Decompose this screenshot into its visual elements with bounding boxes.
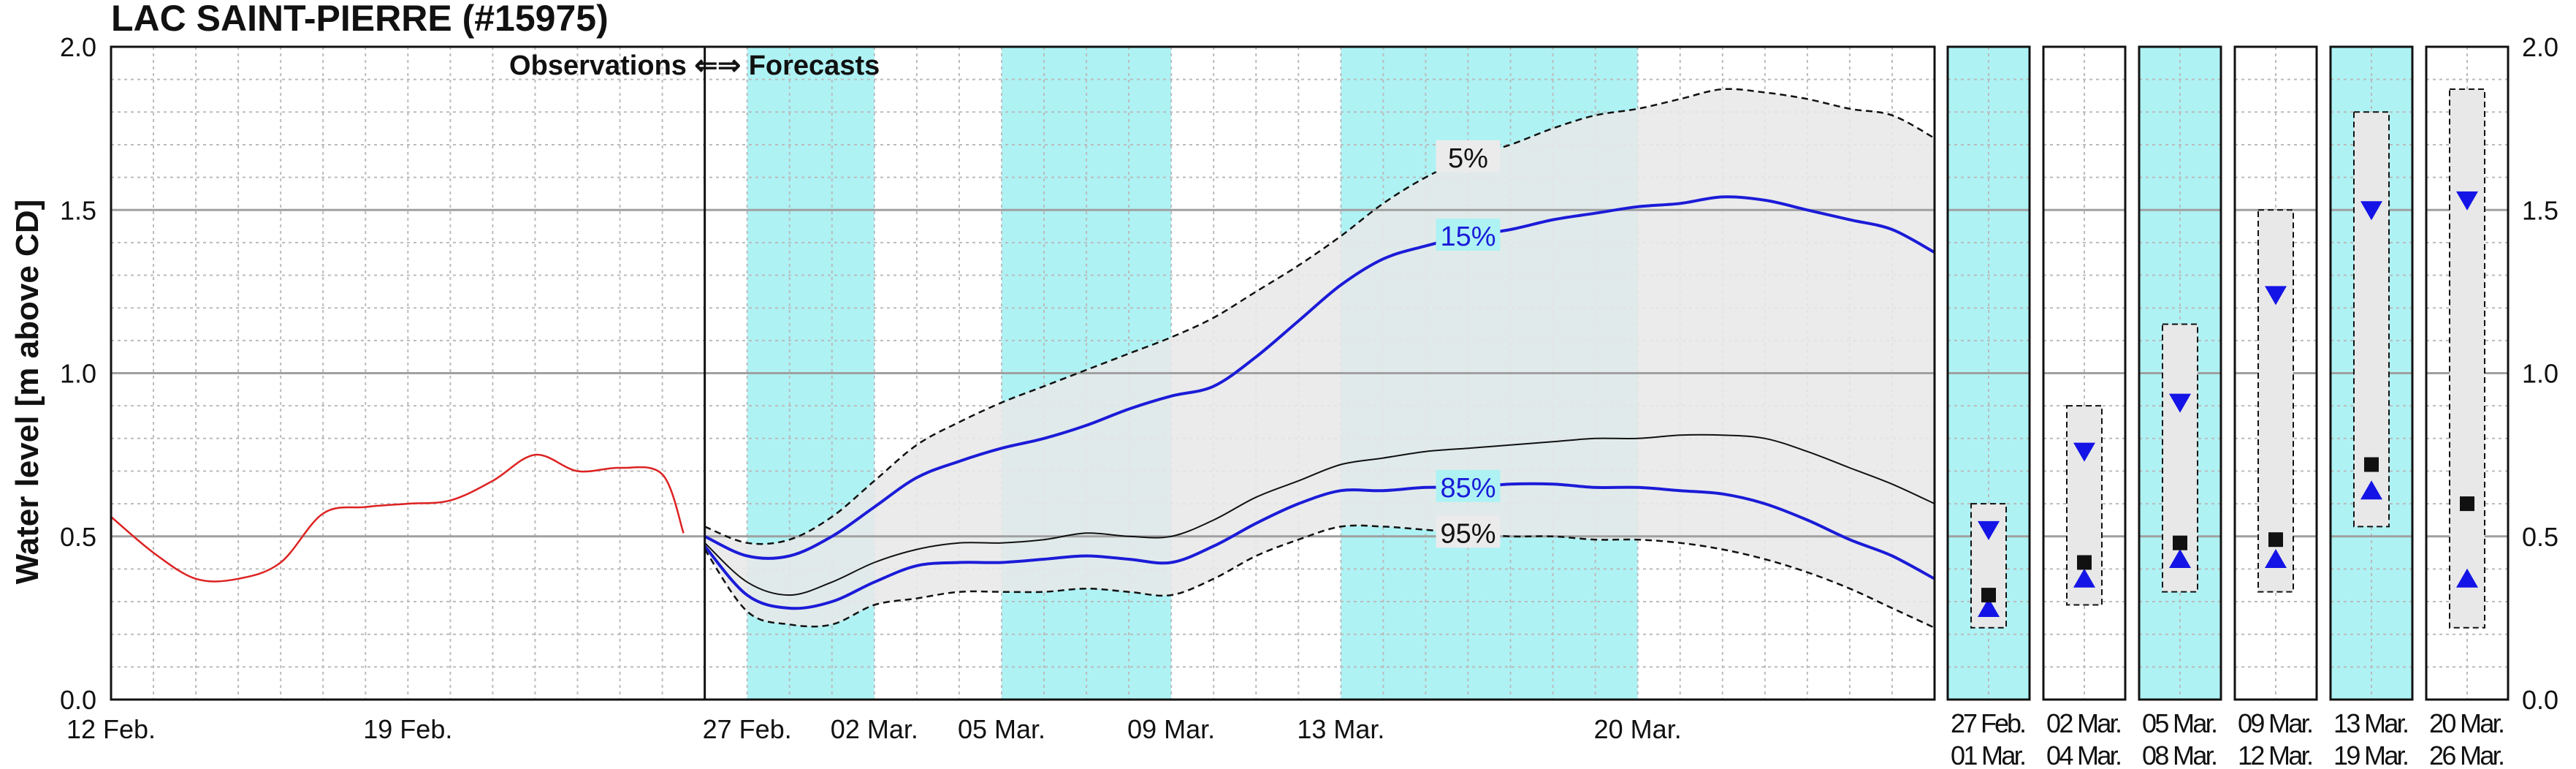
- series-line-15pct: [704, 195, 1935, 560]
- panel-marker-down-triangle: [2265, 286, 2287, 306]
- panel-label-end: 19 Mar.: [2333, 740, 2409, 769]
- panel-label-end: 01 Mar.: [1951, 740, 2027, 769]
- quantile-label-95pct: 95%: [1440, 518, 1495, 549]
- panel-marker-up-triangle: [2073, 568, 2095, 588]
- quantile-label-bg-3: [1436, 515, 1501, 548]
- series-line-85pct: [704, 482, 1935, 610]
- y-tick-label-right: 1.0: [2522, 359, 2558, 389]
- y-tick-label-right: 0.5: [2522, 522, 2558, 552]
- panel-frame: [2233, 45, 2318, 701]
- forecast-band: [704, 88, 1935, 628]
- panel-marker-up-triangle: [2456, 568, 2478, 588]
- panel-marker-down-triangle: [2360, 201, 2382, 221]
- weekly-panel: 09 Mar.12 Mar.: [2233, 45, 2318, 769]
- x-tick-label: 20 Mar.: [1594, 714, 1682, 744]
- y-tick-label-left: 1.0: [60, 359, 96, 389]
- plot-frame: [110, 45, 1936, 701]
- main-plot: 5% 15% 85% 95% Observations ⇐⇒ Forecasts: [110, 45, 1936, 701]
- panel-marker-up-triangle: [2360, 480, 2382, 500]
- weekly-panel: 05 Mar.08 Mar.: [2138, 45, 2222, 769]
- y-tick-label-left: 1.5: [60, 195, 96, 225]
- panel-label-start: 02 Mar.: [2046, 708, 2122, 738]
- panel-marker-up-triangle: [1978, 597, 2000, 617]
- panel-marker-square: [2364, 457, 2379, 472]
- panel-marker-down-triangle: [2456, 191, 2478, 211]
- panel-label-start: 27 Feb.: [1951, 708, 2027, 738]
- x-tick-label: 19 Feb.: [363, 714, 452, 744]
- y-tick-label-right: 2.0: [2522, 32, 2558, 62]
- panel-label-start: 13 Mar.: [2333, 708, 2409, 738]
- y-tick-label-left: 0.0: [60, 685, 96, 715]
- x-tick-label: 09 Mar.: [1127, 714, 1215, 744]
- weekly-panel: 20 Mar.26 Mar.: [2425, 45, 2510, 769]
- panel-frame: [2138, 45, 2222, 701]
- panel-label-end: 04 Mar.: [2046, 740, 2122, 769]
- panel-marker-square: [2460, 496, 2474, 512]
- panel-marker-up-triangle: [2169, 549, 2191, 569]
- x-tick-label: 12 Feb.: [66, 714, 156, 744]
- panel-range-box: [2449, 88, 2485, 629]
- panel-marker-down-triangle: [2073, 442, 2095, 462]
- panel-marker-square: [2077, 555, 2092, 570]
- panel-label-start: 09 Mar.: [2238, 708, 2314, 738]
- observed-line: [110, 453, 685, 583]
- panel-marker-square: [2268, 532, 2283, 548]
- x-tick-label: 27 Feb.: [703, 714, 792, 744]
- quantile-label-5pct: 5%: [1448, 143, 1488, 174]
- quantile-label-15pct: 15%: [1440, 221, 1495, 252]
- panel-marker-square: [2173, 535, 2187, 550]
- panel-range-box: [2257, 209, 2294, 593]
- panel-label-start: 05 Mar.: [2142, 708, 2218, 738]
- y-tick-label-right: 1.5: [2522, 195, 2558, 225]
- panel-marker-down-triangle: [2169, 393, 2191, 413]
- chart-title: LAC SAINT-PIERRE (#15975): [111, 0, 609, 39]
- x-tick-label: 13 Mar.: [1297, 714, 1384, 744]
- y-tick-label-left: 2.0: [60, 32, 96, 62]
- panel-label-end: 26 Mar.: [2429, 740, 2505, 769]
- series-line-95pct: [704, 524, 1935, 629]
- weekly-panel: 27 Feb.01 Mar.: [1946, 45, 2031, 769]
- panel-marker-up-triangle: [2265, 549, 2287, 569]
- quantile-label-bg-1: [1436, 218, 1501, 251]
- x-tick-label: 02 Mar.: [831, 714, 918, 744]
- panel-marker-down-triangle: [1978, 520, 2000, 540]
- divider-label: Observations ⇐⇒ Forecasts: [509, 50, 880, 81]
- quantile-label-85pct: 85%: [1440, 473, 1495, 504]
- panel-frame: [1946, 45, 2031, 701]
- panel-frame: [2425, 45, 2510, 701]
- panel-label-end: 08 Mar.: [2142, 740, 2218, 769]
- y-axis-label: Water level [m above CD]: [9, 200, 45, 585]
- quantile-label-bg-2: [1436, 469, 1501, 502]
- axes: 12 Feb. 19 Feb. 27 Feb. 02 Mar. 05 Mar. 09 Ma…: [60, 32, 2558, 744]
- panel-frame: [2042, 45, 2127, 701]
- quantile-label-bg-0: [1436, 140, 1501, 173]
- panel-frame: [2329, 45, 2414, 701]
- weekly-panels: 27 Feb.01 Mar.02 Mar.04 Mar.05 Mar.08 Ma…: [1946, 45, 2510, 769]
- panel-label-start: 20 Mar.: [2429, 708, 2505, 738]
- y-tick-label-left: 0.5: [60, 522, 96, 552]
- x-tick-label: 05 Mar.: [958, 714, 1045, 744]
- weekly-panel: 13 Mar.19 Mar.: [2329, 45, 2414, 769]
- y-tick-label-right: 0.0: [2522, 685, 2558, 715]
- weekly-panel: 02 Mar.04 Mar.: [2042, 45, 2127, 769]
- panel-label-end: 12 Mar.: [2238, 740, 2314, 769]
- series-line-50pct: [704, 433, 1935, 596]
- panel-marker-square: [1981, 588, 1996, 603]
